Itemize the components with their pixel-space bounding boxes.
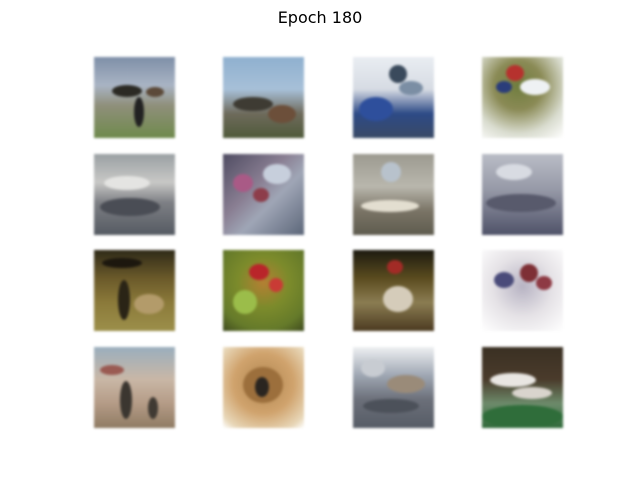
generated-sample-12	[482, 250, 563, 331]
generated-sample-11	[353, 250, 434, 331]
generated-sample-4	[482, 57, 563, 138]
generated-sample-1	[94, 57, 175, 138]
generated-sample-3	[353, 57, 434, 138]
generated-sample-2	[223, 57, 304, 138]
generated-sample-7	[353, 154, 434, 235]
generated-sample-8	[482, 154, 563, 235]
generated-sample-15	[353, 347, 434, 428]
generated-sample-13	[94, 347, 175, 428]
figure-title: Epoch 180	[277, 8, 363, 27]
generated-sample-14	[223, 347, 304, 428]
generated-sample-5	[94, 154, 175, 235]
generated-sample-10	[223, 250, 304, 331]
generated-sample-6	[223, 154, 304, 235]
generated-sample-16	[482, 347, 563, 428]
generated-sample-9	[94, 250, 175, 331]
